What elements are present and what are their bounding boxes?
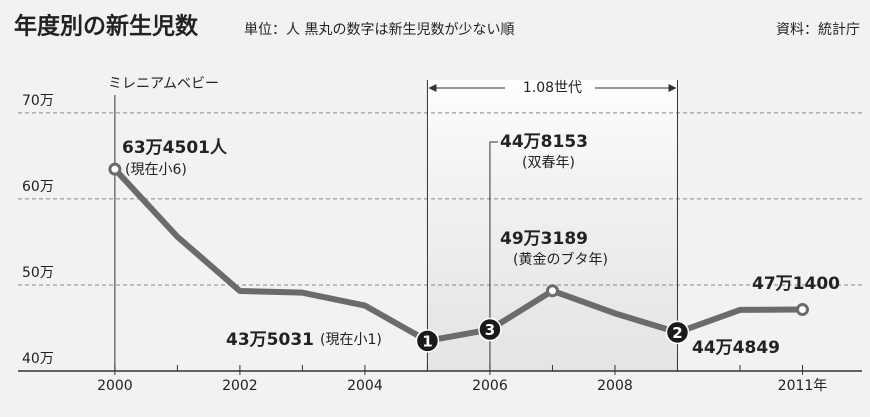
y-tick-label: 60万 <box>22 179 54 195</box>
x-tick-label: 2002 <box>222 378 258 394</box>
source: 資料：統計庁 <box>776 22 860 38</box>
arrow-head <box>428 84 437 92</box>
x-tick-label: 2011年 <box>778 378 828 394</box>
value-label: 63万4501人 <box>122 138 228 158</box>
value-label: 43万5031 <box>226 330 314 350</box>
y-tick-label: 70万 <box>22 93 54 109</box>
arrow-head <box>668 84 677 92</box>
chart-title: 年度別の新生児数 <box>14 13 199 40</box>
x-tick-label: 2004 <box>347 378 383 394</box>
endpoint-marker <box>108 162 122 176</box>
y-tick-label: 50万 <box>22 265 54 281</box>
x-tick-label: 2000 <box>97 378 133 394</box>
value-label: 44万8153 <box>500 132 588 152</box>
highlight-band <box>427 80 678 371</box>
annotation: ミレニアムベビー <box>108 76 219 92</box>
rank-label: 2 <box>672 324 682 342</box>
endpoint-marker <box>545 284 559 298</box>
rank-label: 3 <box>485 321 495 339</box>
note-label: (黄金のブタ年) <box>513 251 608 268</box>
value-label: 47万1400 <box>752 274 840 294</box>
rank-marker <box>415 329 440 353</box>
callout-line <box>489 141 498 371</box>
chart-subtitle: 単位：人 黒丸の数字は新生児数が少ない順 <box>244 22 514 38</box>
y-tick-label: 40万 <box>22 351 54 367</box>
annotation: 1.08世代 <box>523 80 582 96</box>
rank-label: 1 <box>422 332 432 350</box>
endpoint-marker <box>795 303 809 317</box>
note-label: (現在小6) <box>125 162 187 178</box>
rank-marker <box>665 320 690 345</box>
note-label: (現在小1) <box>320 332 382 348</box>
value-label: 49万3189 <box>500 229 588 249</box>
value-label: 44万4849 <box>692 338 780 358</box>
x-tick-label: 2008 <box>597 378 633 394</box>
x-tick-label: 2006 <box>472 378 508 394</box>
note-label: (双春年) <box>522 155 575 171</box>
rank-marker <box>478 317 502 342</box>
